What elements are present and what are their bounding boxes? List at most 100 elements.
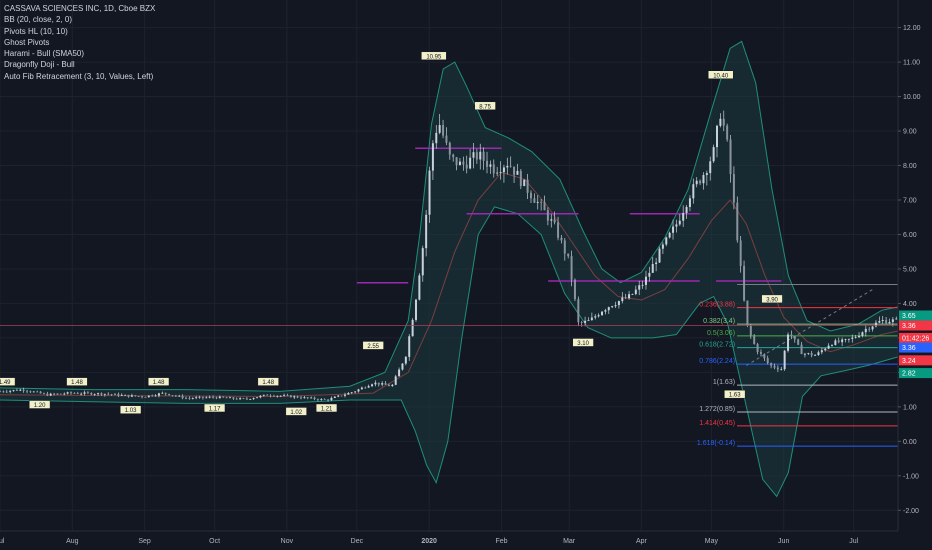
candle-body (550, 219, 553, 221)
fib-retracement: 0.236(3.88) 0.382(3.4) 0.5(3.06) 0.618(2.72… (697, 283, 898, 447)
candle-body (553, 219, 556, 223)
pivot-label-box (285, 407, 307, 416)
candle-body (590, 317, 593, 321)
candle-body (465, 164, 468, 169)
indicator-auto-fib[interactable]: Auto Fib Retracement (3, 10, Values, Lef… (4, 71, 154, 81)
candle-body (343, 394, 346, 396)
candle-body (303, 397, 306, 399)
indicator-ghost-pivots[interactable]: Ghost Pivots (4, 37, 50, 47)
time-tick-label: Jul (849, 538, 858, 545)
candle-body (387, 384, 390, 387)
indicator-pivots-hl[interactable]: Pivots HL (10, 10) (4, 26, 68, 36)
candle-body (641, 284, 644, 286)
candle-body (97, 393, 100, 395)
candle-body (208, 396, 211, 398)
candle-body (672, 226, 675, 233)
candle-body (888, 321, 891, 324)
candle-body (256, 397, 259, 399)
candle-body (384, 383, 387, 385)
candle-body (594, 316, 597, 318)
candle-body (584, 320, 587, 323)
fib-level-label: 1(1.63) (713, 379, 735, 386)
candle-body (587, 320, 590, 321)
candle-body (333, 396, 336, 398)
candle-body (885, 319, 888, 324)
price-badge-text: 3.65 (902, 313, 916, 320)
candle-body (205, 397, 208, 399)
pivot-label-box (119, 405, 142, 414)
candle-body (736, 202, 739, 241)
pivot-label-box (421, 51, 447, 61)
indicator-harami-bull[interactable]: Harami - Bull (SMA50) (4, 49, 85, 59)
candle-body (164, 392, 167, 394)
bb-upper-line (0, 40, 899, 392)
candle-body (800, 344, 803, 355)
candle-body (36, 391, 39, 393)
candle-body (895, 318, 898, 320)
candle-body (228, 397, 231, 399)
candle-body (776, 367, 779, 370)
pivot-lines (356, 147, 782, 284)
fib-level-label: 0.5(3.06) (707, 330, 735, 337)
candle-body (502, 167, 505, 173)
candle-body (225, 397, 228, 399)
pivot-label-box (0, 377, 16, 386)
price-tick-label: 1.00 (903, 404, 917, 411)
candle-body (631, 294, 634, 295)
candle-body (844, 339, 847, 340)
candle-body (141, 396, 144, 398)
price-badge (899, 355, 932, 366)
time-tick-label: Dec (351, 538, 364, 545)
time-tick-label: Nov (281, 538, 294, 545)
candle-body (783, 350, 786, 370)
candle-body (847, 338, 850, 340)
candle-body (22, 389, 25, 391)
candle-body (793, 336, 796, 340)
pivot-label-text: 10.40 (713, 73, 729, 79)
candle-body (513, 166, 516, 175)
candle-body (272, 395, 275, 397)
candle-body (394, 376, 397, 385)
candle-body (154, 395, 157, 397)
candle-body (171, 395, 174, 397)
candle-body (320, 398, 323, 400)
time-tick-label: May (705, 538, 719, 545)
candle-body (499, 172, 502, 173)
time-tick-label: Mar (563, 538, 576, 545)
candle-body (418, 275, 421, 300)
pivot-label-text: 8.75 (479, 104, 491, 110)
candle-body (820, 350, 823, 353)
candle-body (739, 240, 742, 266)
candle-body (746, 300, 749, 326)
candle-body (185, 398, 188, 399)
candle-body (492, 164, 495, 174)
candle-body (198, 396, 201, 398)
candle-body (580, 322, 583, 324)
candle-body (868, 328, 871, 330)
candle-body (540, 201, 543, 203)
price-tick-label: 4.00 (903, 301, 917, 308)
indicator-dragonfly-doji[interactable]: Dragonfly Doji - Bull (4, 60, 75, 70)
candle-body (374, 382, 377, 385)
time-tick-label: Jul (0, 538, 5, 545)
candle-body (529, 192, 532, 199)
time-axis[interactable]: Jul Aug Sep Oct Nov Dec 2020 Feb Mar Apr May Jun Jul (0, 530, 898, 545)
candle-body (871, 326, 874, 330)
candle-body (26, 390, 29, 392)
pivot-label-text: 1.03 (125, 408, 137, 414)
candle-body (421, 248, 424, 276)
symbol-title[interactable]: CASSAVA SCIENCES INC, 1D, Cboe BZX (4, 4, 156, 13)
candle-body (448, 142, 451, 155)
candle-body (567, 253, 570, 257)
candle-body (519, 170, 522, 186)
candle-body (377, 382, 380, 385)
price-badges: 3.65 3.36 01:42:26 3.36 3.24 2.82 (899, 310, 932, 379)
candle-body (340, 395, 343, 397)
price-badge (899, 332, 932, 343)
indicator-bb[interactable]: BB (20, close, 2, 0) (4, 15, 73, 25)
candle-body (695, 180, 698, 185)
candle-body (749, 325, 752, 336)
candle-body (810, 353, 813, 356)
candle-body (854, 337, 857, 338)
